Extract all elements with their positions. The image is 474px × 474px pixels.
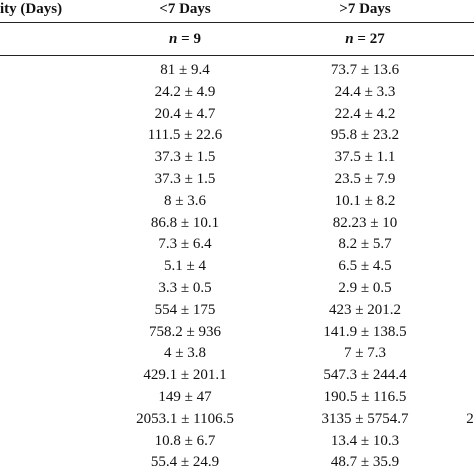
table-cell: 190.5 ± 116.5 (323, 389, 407, 405)
table-cell: 37.3 ± 1.5 (154, 149, 216, 166)
table-cell: 3.3 ± 0.5 (158, 280, 212, 296)
table-cell: 4 ± 3.8 (164, 345, 206, 362)
table-cell: 2 (466, 410, 474, 427)
table-cell: 22.4 ± 4.2 (334, 105, 396, 122)
header-rule (0, 22, 474, 23)
column-header: ity (Days) (0, 1, 63, 17)
table-cell: 5.1 ± 4 (164, 258, 206, 275)
table-cell: 10.8 ± 6.7 (154, 432, 216, 449)
table-cell: 547.3 ± 244.4 (323, 367, 407, 384)
table-cell: 86.8 ± 10.1 (150, 214, 220, 231)
table-cell: 3135 ± 5754.7 (321, 410, 409, 427)
table-cell: 111.5 ± 22.6 (147, 127, 223, 144)
table-cell: 141.9 ± 138.5 (323, 323, 407, 340)
table-cell: 20.4 ± 4.7 (154, 105, 216, 122)
table-cell: 2053.1 ± 1106.5 (136, 410, 234, 427)
table-cell: 758.2 ± 936 (149, 323, 221, 340)
table-cell: 2.9 ± 0.5 (338, 280, 392, 296)
subheader-rule (0, 55, 474, 56)
table-cell: 423 ± 201.2 (329, 301, 401, 318)
table-cell: 7 ± 7.3 (344, 345, 386, 362)
table-cell: 37.3 ± 1.5 (154, 171, 216, 187)
table-cell: 24.2 ± 4.9 (154, 83, 216, 100)
table-cell: 55.4 ± 24.9 (150, 454, 220, 471)
table-cell: 23.5 ± 7.9 (334, 171, 396, 187)
table-cell: 48.7 ± 35.9 (330, 454, 400, 471)
table-cell: 13.4 ± 10.3 (330, 432, 400, 449)
table-cell: 82.23 ± 10 (332, 214, 398, 231)
table-cell: 6.5 ± 4.5 (338, 258, 392, 275)
table-cell: 24.4 ± 3.3 (334, 83, 396, 100)
table-cell: 8 ± 3.6 (164, 192, 206, 209)
sample-size: n = 27 (345, 31, 385, 47)
table-cell: 10.1 ± 8.2 (334, 192, 396, 209)
table-cell: 81 ± 9.4 (160, 62, 210, 78)
table-cell: 429.1 ± 201.1 (143, 367, 227, 384)
table-cell: 8.2 ± 5.7 (338, 236, 392, 253)
table-cell: 554 ± 175 (154, 301, 216, 318)
table-cell: 95.8 ± 23.2 (330, 127, 400, 144)
table-cell: 37.5 ± 1.1 (334, 149, 396, 166)
table-cell: 7.3 ± 6.4 (158, 236, 212, 253)
table-cell: 73.7 ± 13.6 (330, 62, 400, 78)
table-cell: 149 ± 47 (158, 389, 212, 405)
column-header: <7 Days (159, 1, 211, 17)
sample-size: n = 9 (169, 31, 201, 47)
column-header: >7 Days (339, 1, 391, 17)
